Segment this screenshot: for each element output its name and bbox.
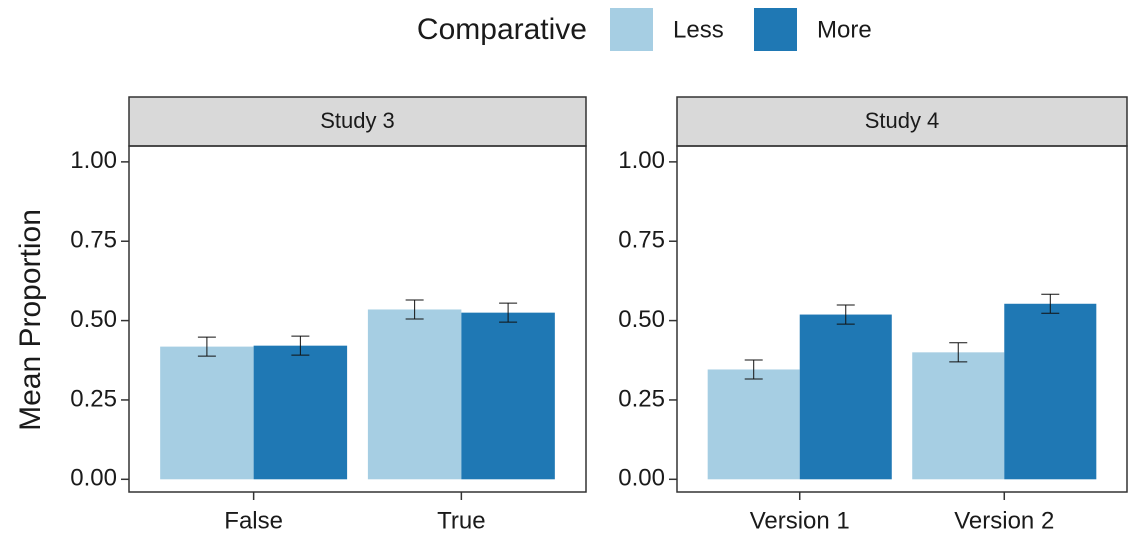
legend-swatch	[610, 8, 653, 51]
panel-border	[128, 145, 587, 493]
bar	[912, 352, 1005, 480]
y-tick-label: 0.25	[618, 385, 665, 412]
legend-title: Comparative	[417, 13, 587, 46]
y-tick-label: 0.50	[618, 306, 665, 333]
y-tick-label: 0.75	[618, 227, 665, 254]
error-bar	[949, 342, 968, 363]
legend-swatch	[754, 8, 797, 51]
bar	[707, 369, 800, 480]
y-tick-label: 1.00	[70, 147, 117, 174]
bar	[253, 345, 348, 480]
y-tick-label: 0.00	[618, 465, 665, 492]
x-tick-label: Version 2	[954, 507, 1054, 534]
strip-title: Study 3	[320, 108, 395, 133]
error-bar	[499, 302, 518, 323]
y-tick-label: 0.75	[70, 227, 117, 254]
y-tick-label: 1.00	[618, 147, 665, 174]
error-bar	[405, 299, 424, 320]
legend-label: More	[817, 16, 872, 43]
x-tick-label: False	[224, 507, 283, 534]
strip-title: Study 4	[865, 108, 940, 133]
legend-label: Less	[673, 16, 724, 43]
y-tick-label: 0.00	[70, 465, 117, 492]
error-bar	[197, 336, 216, 357]
x-tick-label: True	[437, 507, 485, 534]
error-bar	[1041, 293, 1060, 314]
x-tick-label: Version 1	[750, 507, 850, 534]
bar	[367, 309, 462, 480]
y-axis-label: Mean Proportion	[14, 209, 47, 431]
error-bar	[291, 335, 310, 356]
error-bar	[744, 359, 763, 380]
panel-border	[676, 145, 1128, 493]
bar	[799, 314, 892, 480]
error-bar	[836, 304, 855, 325]
y-tick-label: 0.50	[70, 306, 117, 333]
bar	[1004, 303, 1097, 480]
bar	[160, 346, 254, 480]
strip	[128, 96, 587, 147]
y-tick-label: 0.25	[70, 385, 117, 412]
bar	[461, 312, 555, 480]
